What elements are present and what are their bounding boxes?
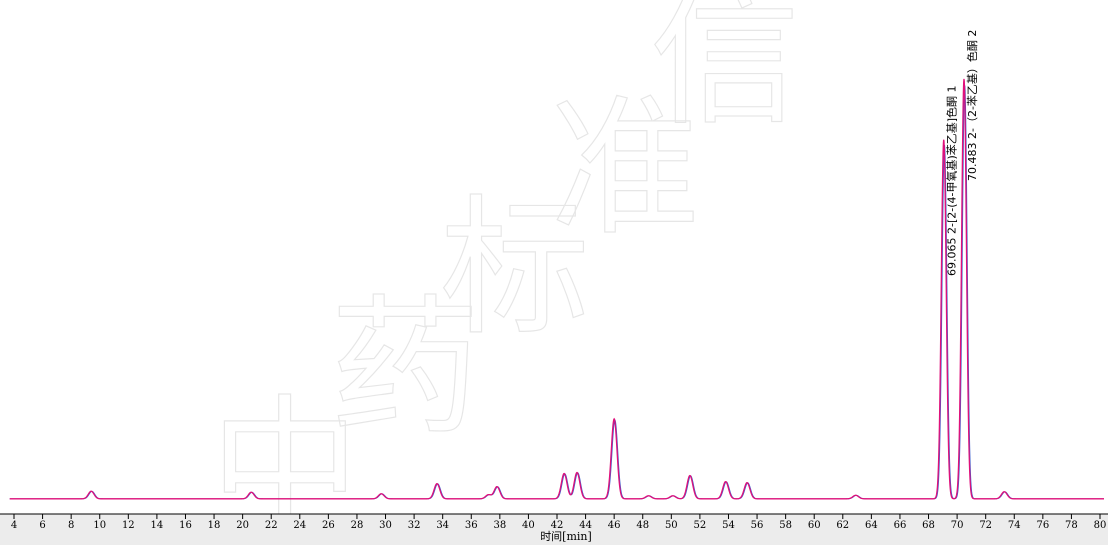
x-tick-label: 28 xyxy=(351,520,364,531)
x-tick-label: 56 xyxy=(751,520,764,531)
x-tick-label: 40 xyxy=(522,520,535,531)
trace-main xyxy=(9,78,1104,500)
watermark-char: 信 xyxy=(650,0,800,146)
x-tick-label: 46 xyxy=(608,520,621,531)
x-tick-label: 52 xyxy=(694,520,707,531)
x-tick-label: 48 xyxy=(636,520,649,531)
x-tick-label: 32 xyxy=(408,520,421,531)
x-tick-label: 10 xyxy=(93,520,106,531)
x-tick-label: 30 xyxy=(379,520,392,531)
x-axis-ticks: 4 6 8 10 12 14 16 18 20 22 24 26 28 30 32 34 36 38 40 42 44 4… xyxy=(11,514,1107,531)
x-tick-label: 62 xyxy=(836,520,849,531)
x-tick-label: 12 xyxy=(122,520,135,531)
watermark-char: 准 xyxy=(550,82,700,256)
x-tick-label: 66 xyxy=(894,520,907,531)
x-tick-label: 72 xyxy=(979,520,992,531)
watermark-char: 标 xyxy=(440,182,590,356)
traces xyxy=(9,78,1104,500)
x-tick-label: 78 xyxy=(1065,520,1078,531)
x-tick-label: 80 xyxy=(1094,520,1107,531)
x-tick-label: 70 xyxy=(951,520,964,531)
x-tick-label: 36 xyxy=(465,520,478,531)
x-tick-label: 18 xyxy=(208,520,221,531)
x-tick-label: 76 xyxy=(1036,520,1049,531)
peak-annotations: 69.065 2-[2-(4-甲氧基)苯乙基]色酮 1 70.483 2-（2-苯… xyxy=(945,30,979,276)
x-tick-label: 26 xyxy=(322,520,335,531)
x-tick-label: 4 xyxy=(11,520,17,531)
x-tick-label: 74 xyxy=(1008,520,1021,531)
peak-annotation: 70.483 2-（2-苯乙基）色酮 2 xyxy=(965,30,979,181)
x-tick-label: 6 xyxy=(39,520,45,531)
x-tick-label: 22 xyxy=(265,520,278,531)
x-tick-label: 44 xyxy=(579,520,592,531)
watermark-char: 药 xyxy=(330,282,480,456)
x-tick-label: 8 xyxy=(68,520,74,531)
peak-annotation: 69.065 2-[2-(4-甲氧基)苯乙基]色酮 1 xyxy=(945,85,959,276)
x-tick-label: 60 xyxy=(808,520,821,531)
x-axis-band xyxy=(0,514,1108,545)
x-tick-label: 54 xyxy=(722,520,735,531)
x-tick-label: 58 xyxy=(779,520,792,531)
x-tick-label: 38 xyxy=(493,520,506,531)
x-tick-label: 16 xyxy=(179,520,192,531)
x-tick-label: 42 xyxy=(551,520,564,531)
x-tick-label: 20 xyxy=(236,520,249,531)
watermark: 中 药 标 准 信 xyxy=(209,0,800,545)
x-tick-label: 14 xyxy=(151,520,164,531)
x-tick-label: 64 xyxy=(865,520,878,531)
x-tick-label: 68 xyxy=(922,520,935,531)
x-tick-label: 24 xyxy=(293,520,306,531)
x-axis-label: 时间[min] xyxy=(540,530,592,543)
x-tick-label: 50 xyxy=(665,520,678,531)
x-tick-label: 34 xyxy=(436,520,449,531)
